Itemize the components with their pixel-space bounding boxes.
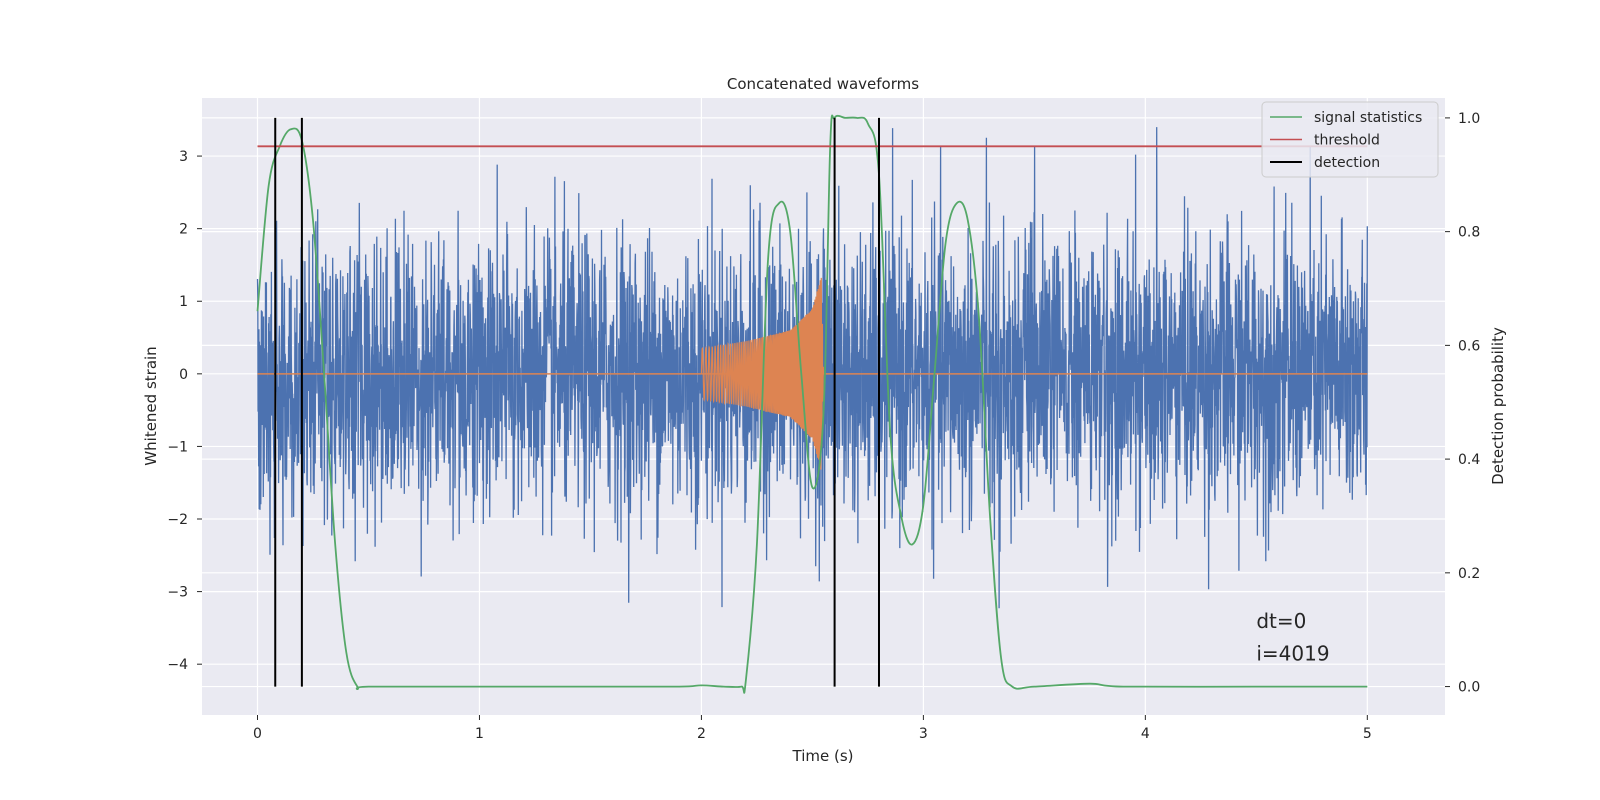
legend-box [1261, 101, 1439, 178]
y-tick-label-right: 0.2 [1458, 566, 1480, 582]
y-tick-label: 0 [179, 367, 188, 383]
y-axis-label-right: Detection probability [1489, 327, 1507, 485]
legend-label: threshold [1314, 133, 1380, 149]
right-axis-series [256, 114, 1368, 694]
annotation-text: i=4019 [1256, 642, 1329, 666]
legend-label: signal statistics [1314, 110, 1422, 126]
x-tick-label: 3 [919, 726, 928, 742]
legend: signal statistics threshold detection [1261, 101, 1439, 178]
y-tick-label-right: 1.0 [1458, 111, 1480, 127]
y-tick-label-right: 0.4 [1458, 452, 1480, 468]
chart-title: Concatenated waveforms [727, 75, 919, 93]
y-tick-label-right: 0.6 [1458, 338, 1480, 354]
y-tick-label: −2 [167, 512, 188, 528]
legend-label: detection [1314, 155, 1380, 171]
y-tick-label-right: 0.8 [1458, 225, 1480, 241]
x-tick-label: 2 [697, 726, 706, 742]
y-tick-label-right: 0.0 [1458, 680, 1480, 696]
y-axis-label: Whitened strain [142, 346, 160, 465]
y-tick-label: −1 [167, 439, 188, 455]
ticks: 0 1 2 3 4 5 −4 −3 −2 −1 0 1 2 3 0.0 0.2 0.4 0.6 0.8 1.0 [167, 111, 1480, 742]
y-tick-label: 1 [179, 294, 188, 310]
signal-statistics-line [256, 114, 1368, 694]
x-tick-label: 0 [253, 726, 262, 742]
y-tick-label: 2 [179, 222, 188, 238]
x-tick-label: 4 [1141, 726, 1150, 742]
annotations: dt=0 i=4019 [1256, 609, 1329, 666]
x-tick-label: 5 [1363, 726, 1372, 742]
x-axis-label: Time (s) [792, 747, 854, 765]
y-tick-label: 3 [179, 149, 188, 165]
y-tick-label: −4 [167, 657, 188, 673]
annotation-text: dt=0 [1256, 609, 1306, 633]
y-tick-label: −3 [167, 585, 188, 601]
x-tick-label: 1 [475, 726, 484, 742]
